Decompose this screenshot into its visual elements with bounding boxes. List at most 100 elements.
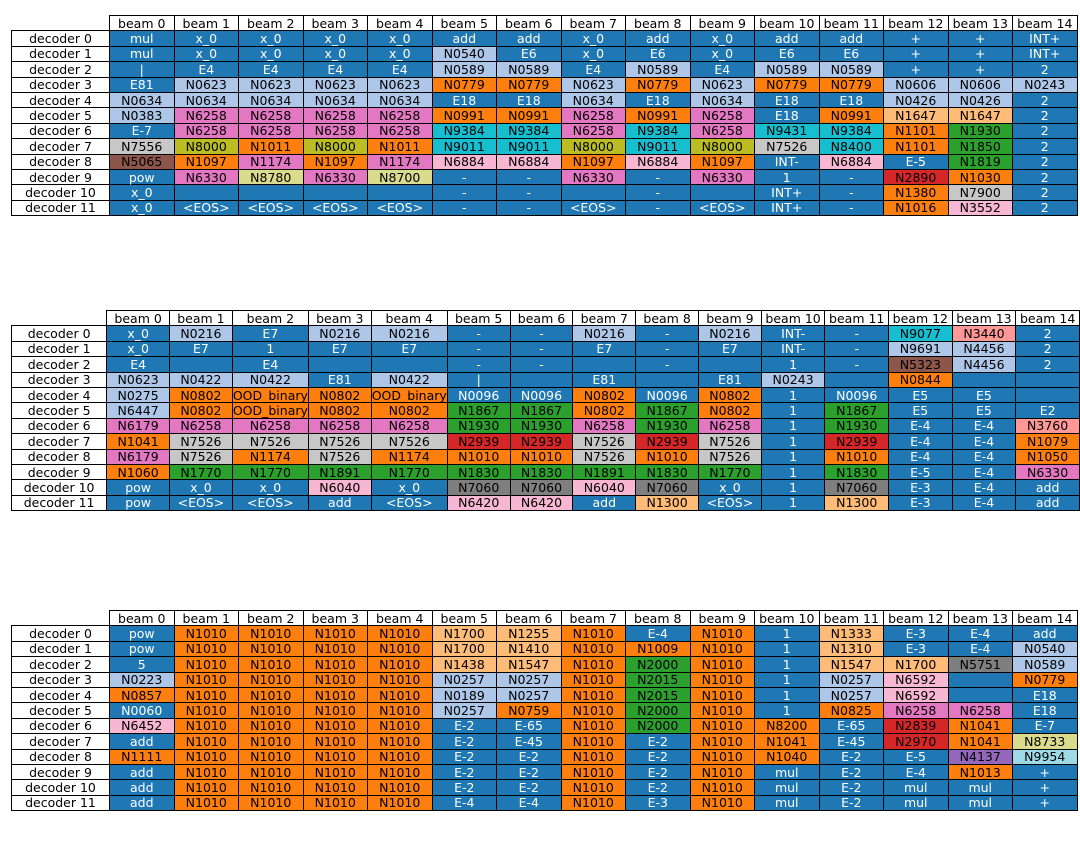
table-cell: N1010 bbox=[689, 748, 755, 765]
table-cell: N6258 bbox=[697, 417, 762, 435]
table-cell: N9011 bbox=[431, 138, 497, 155]
table-cell: N1010 bbox=[560, 671, 626, 688]
header-row: beam 0 beam 1 beam 2 beam 3 beam 4 beam 5 beam… bbox=[12, 14, 1078, 32]
column-header: beam 9 bbox=[689, 14, 755, 32]
table-cell: N8200 bbox=[754, 717, 820, 735]
table-cell: E-2 bbox=[496, 779, 562, 796]
table-cell: - bbox=[625, 168, 691, 186]
column-header: beam 6 bbox=[509, 309, 574, 327]
table-cell: E18 bbox=[496, 91, 562, 109]
table-cell: N6420 bbox=[509, 494, 574, 512]
table-cell: E-4 bbox=[951, 448, 1017, 465]
table-cell: add bbox=[572, 494, 637, 512]
table-cell: E-2 bbox=[818, 748, 884, 765]
table-cell: x_0 bbox=[106, 325, 171, 342]
table-cell: N0223 bbox=[109, 671, 175, 688]
row-header: decoder 11 bbox=[11, 794, 110, 812]
table-cell: N1010 bbox=[367, 671, 433, 688]
table-cell: N1010 bbox=[560, 748, 626, 765]
table-cell: N2890 bbox=[883, 168, 949, 186]
table-cell: E-4 bbox=[951, 463, 1017, 481]
table-cell: N0096 bbox=[635, 386, 699, 404]
table-cell: N1891 bbox=[307, 463, 372, 481]
table-cell: N1010 bbox=[173, 702, 239, 719]
column-header: beam 5 bbox=[431, 609, 497, 627]
table-cell: N7526 bbox=[169, 433, 233, 450]
table-cell: N1010 bbox=[173, 625, 239, 642]
table-cell: N6258 bbox=[173, 122, 239, 140]
table-cell: INT- bbox=[760, 340, 826, 358]
table-cell bbox=[367, 184, 433, 201]
table-cell: N0802 bbox=[572, 402, 637, 419]
row-header: decoder 3 bbox=[11, 671, 110, 688]
table-cell: N6258 bbox=[169, 417, 233, 435]
table-cell: N1010 bbox=[560, 794, 626, 812]
table-cell: - bbox=[818, 168, 884, 186]
table-cell: N0540 bbox=[1012, 640, 1078, 658]
table-cell: - bbox=[446, 356, 511, 373]
table-cell: N0275 bbox=[106, 386, 171, 404]
table-cell: pow bbox=[109, 168, 175, 186]
row-header: decoder 4 bbox=[11, 686, 110, 704]
table-cell bbox=[307, 356, 372, 373]
table-cell: N1010 bbox=[238, 794, 304, 812]
table-cell: E-3 bbox=[883, 640, 949, 658]
row-header: decoder 5 bbox=[11, 702, 110, 719]
table-cell: N1010 bbox=[560, 686, 626, 704]
row-header: decoder 1 bbox=[11, 640, 110, 658]
table-cell: 1 bbox=[760, 494, 826, 512]
table-cell: N9011 bbox=[496, 138, 562, 155]
table-cell: 1 bbox=[760, 463, 826, 481]
column-header: beam 3 bbox=[302, 609, 368, 627]
row-header: decoder 0 bbox=[10, 325, 108, 342]
table-cell: N1010 bbox=[367, 779, 433, 796]
row-header: decoder 6 bbox=[11, 122, 110, 140]
column-header: beam 10 bbox=[760, 309, 826, 327]
table-cell: N0623 bbox=[367, 76, 433, 93]
table-cell: 2 bbox=[1012, 153, 1078, 170]
row-header: decoder 9 bbox=[11, 168, 110, 186]
table-cell: E4 bbox=[367, 61, 433, 78]
table-cell: INT- bbox=[760, 325, 826, 342]
table-cell: N0802 bbox=[370, 402, 448, 419]
column-header: beam 4 bbox=[367, 609, 433, 627]
table-cell: E-4 bbox=[883, 763, 949, 781]
table-cell: x_0 bbox=[238, 45, 304, 63]
table-cell: E-2 bbox=[496, 748, 562, 765]
table-cell: N1009 bbox=[625, 640, 691, 658]
table-cell: E-4 bbox=[947, 625, 1013, 642]
table-cell: N1079 bbox=[1015, 433, 1080, 450]
table-cell bbox=[169, 356, 233, 373]
column-header: beam 4 bbox=[370, 309, 448, 327]
column-header: beam 8 bbox=[625, 14, 691, 32]
row-header: decoder 3 bbox=[10, 371, 108, 388]
table-cell: E-45 bbox=[818, 733, 884, 750]
table-cell: N6330 bbox=[560, 168, 626, 186]
table-cell: N0623 bbox=[238, 76, 304, 93]
table-cell: N0779 bbox=[1012, 671, 1078, 688]
table-cell: N9384 bbox=[625, 122, 691, 140]
table-cell: N1010 bbox=[689, 656, 755, 673]
table-cell: N0779 bbox=[625, 76, 691, 93]
table-cell: N7526 bbox=[754, 138, 820, 155]
table-cell: x_0 bbox=[106, 340, 171, 358]
table-cell: N3440 bbox=[951, 325, 1017, 342]
column-header: beam 14 bbox=[1012, 14, 1078, 32]
table-row: decoder 10 x_0- - - INT+ - N1380 N7900 2 bbox=[11, 184, 1078, 201]
table-cell: add bbox=[1015, 479, 1080, 496]
table-cell: N1830 bbox=[824, 463, 890, 481]
table-cell: E7 bbox=[370, 340, 448, 358]
table-cell: N0426 bbox=[883, 91, 949, 109]
table-cell: <EOS> bbox=[560, 199, 626, 217]
column-header: beam 6 bbox=[496, 609, 562, 627]
table-cell: N6258 bbox=[367, 122, 433, 140]
table-cell: E6 bbox=[754, 45, 820, 63]
table-cell: N9431 bbox=[754, 122, 820, 140]
table-cell: E-45 bbox=[496, 733, 562, 750]
table-cell: N6179 bbox=[106, 448, 171, 465]
table-cell: N7526 bbox=[572, 433, 637, 450]
table-cell: N1174 bbox=[367, 153, 433, 170]
table-cell: N0634 bbox=[109, 91, 175, 109]
column-header: beam 9 bbox=[697, 309, 762, 327]
table-cell: N1010 bbox=[173, 763, 239, 781]
